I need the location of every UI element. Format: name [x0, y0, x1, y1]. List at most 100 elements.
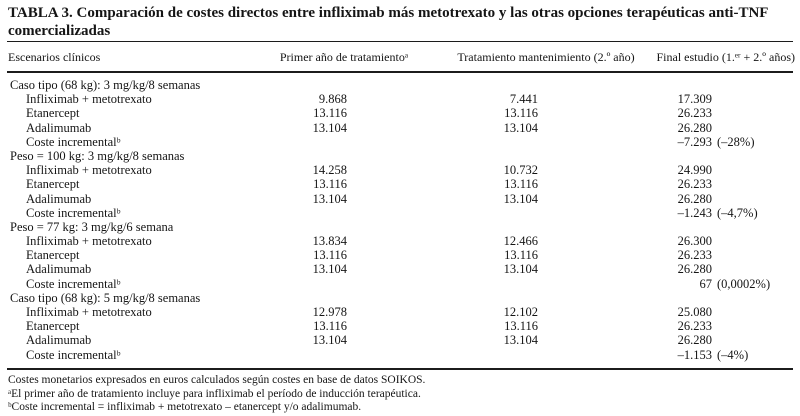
cost-final: 26.280	[677, 120, 712, 135]
cost-maintenance: 10.732	[503, 163, 538, 178]
incremental-cell: –1.243 (–4,7%)	[592, 205, 758, 220]
therapy-row: Etanercept 13.116 13.116 26.233	[0, 177, 800, 191]
scenario-section-row: Caso tipo (68 kg): 3 mg/kg/8 semanas	[0, 78, 800, 92]
cost-maintenance: 12.466	[503, 234, 538, 249]
cost-maintenance: 7.441	[509, 92, 538, 107]
therapy-label: Infliximab + metotrexato	[26, 92, 152, 107]
table-title: TABLA 3. Comparación de costes directos …	[8, 5, 768, 39]
incremental-cell: –7.293 (–28%)	[592, 134, 755, 149]
cost-first-year: 13.104	[312, 333, 347, 348]
cost-final: 17.309	[677, 92, 712, 107]
therapy-label: Infliximab + metotrexato	[26, 163, 152, 178]
incremental-pct: (–4%)	[717, 347, 749, 362]
incremental-row: Coste incrementalᵇ 67 (0,0002%)	[0, 277, 800, 291]
scenario-section-row: Peso = 100 kg: 3 mg/kg/8 semanas	[0, 149, 800, 163]
cost-maintenance: 13.104	[503, 191, 538, 206]
cost-first-year: 13.104	[312, 120, 347, 135]
therapy-row: Infliximab + metotrexato 14.258 10.732 24.9…	[0, 163, 800, 177]
cost-maintenance: 13.104	[503, 262, 538, 277]
therapy-label: Adalimumab	[26, 333, 92, 348]
incremental-value: –1.153	[677, 347, 712, 362]
footnote-general: Costes monetarios expresados en euros ca…	[8, 374, 426, 386]
therapy-label: Adalimumab	[26, 120, 92, 135]
therapy-label: Infliximab + metotrexato	[26, 234, 152, 249]
col-header-mantenimiento: Tratamiento mantenimiento (2.º año)	[457, 50, 635, 64]
therapy-row: Etanercept 13.116 13.116 26.233	[0, 319, 800, 333]
therapy-label: Etanercept	[26, 248, 80, 263]
col-header-final-estudio: Final estudio (1.ᵉʳ + 2.º años)	[656, 50, 796, 64]
therapy-row: Adalimumab 13.104 13.104 26.280	[0, 333, 800, 347]
cost-first-year: 9.868	[318, 92, 347, 107]
cost-maintenance: 12.102	[503, 305, 538, 319]
scenario-section-row: Peso = 77 kg: 3 mg/kg/6 semana	[0, 220, 800, 234]
scenario-section-label: Caso tipo (68 kg): 5 mg/kg/8 semanas	[10, 290, 201, 305]
scenario-section-label: Peso = 100 kg: 3 mg/kg/8 semanas	[10, 148, 185, 163]
rule-under-title	[7, 41, 793, 42]
therapy-row: Etanercept 13.116 13.116 26.233	[0, 248, 800, 262]
incremental-label: Coste incrementalᵇ	[26, 347, 121, 362]
cost-first-year: 13.834	[312, 234, 347, 249]
incremental-pct: (–28%)	[717, 134, 755, 149]
incremental-row: Coste incrementalᵇ –1.243 (–4,7%)	[0, 206, 800, 220]
therapy-label: Adalimumab	[26, 191, 92, 206]
cost-final: 26.280	[677, 333, 712, 348]
footnote-a: ᵃEl primer año de tratamiento incluye pa…	[8, 387, 421, 400]
scenario-section-label: Caso tipo (68 kg): 3 mg/kg/8 semanas	[10, 78, 201, 92]
therapy-label: Etanercept	[26, 177, 80, 192]
incremental-row: Coste incrementalᵇ –7.293 (–28%)	[0, 135, 800, 149]
incremental-value: –7.293	[677, 134, 712, 149]
cost-first-year: 13.104	[312, 262, 347, 277]
therapy-row: Etanercept 13.116 13.116 26.233	[0, 106, 800, 120]
cost-first-year: 13.116	[313, 319, 347, 334]
cost-final: 24.990	[677, 163, 712, 178]
cost-final: 26.233	[677, 248, 712, 263]
therapy-row: Infliximab + metotrexato 9.868 7.441 17.309	[0, 92, 800, 106]
cost-first-year: 13.104	[312, 191, 347, 206]
incremental-label: Coste incrementalᵇ	[26, 205, 121, 220]
cost-maintenance: 13.104	[503, 120, 538, 135]
col-header-primer-ano: Primer año de tratamientoᵃ	[279, 50, 409, 64]
col-header-escenarios: Escenarios clínicos	[8, 50, 101, 64]
footnote-b: ᵇCoste incremental = infliximab + metotr…	[8, 401, 362, 413]
therapy-row: Adalimumab 13.104 13.104 26.280	[0, 192, 800, 206]
cost-first-year: 13.116	[313, 106, 347, 121]
cost-final: 25.080	[677, 305, 712, 319]
therapy-label: Infliximab + metotrexato	[26, 305, 152, 319]
cost-maintenance: 13.104	[503, 333, 538, 348]
footnotes: Costes monetarios expresados en euros ca…	[8, 374, 794, 415]
incremental-cell: 67 (0,0002%)	[592, 276, 771, 291]
therapy-row: Adalimumab 13.104 13.104 26.280	[0, 121, 800, 135]
therapy-row: Infliximab + metotrexato 13.834 12.466 26.3…	[0, 234, 800, 248]
cost-first-year: 12.978	[312, 305, 347, 319]
rule-under-header	[7, 71, 793, 73]
incremental-value: –1.243	[677, 205, 712, 220]
cost-first-year: 13.116	[313, 248, 347, 263]
therapy-row: Infliximab + metotrexato 12.978 12.102 25.0…	[0, 305, 800, 319]
incremental-value: 67	[699, 276, 713, 291]
rule-bottom	[7, 368, 793, 370]
scenario-section-label: Peso = 77 kg: 3 mg/kg/6 semana	[10, 219, 174, 234]
cost-final: 26.280	[677, 191, 712, 206]
therapy-label: Etanercept	[26, 106, 80, 121]
cost-final: 26.233	[677, 177, 712, 192]
cost-maintenance: 13.116	[504, 106, 538, 121]
cost-final: 26.233	[677, 106, 712, 121]
incremental-label: Coste incrementalᵇ	[26, 134, 121, 149]
cost-first-year: 13.116	[313, 177, 347, 192]
incremental-pct: (–4,7%)	[717, 205, 758, 220]
incremental-label: Coste incrementalᵇ	[26, 276, 121, 291]
cost-final: 26.280	[677, 262, 712, 277]
cost-maintenance: 13.116	[504, 248, 538, 263]
cost-maintenance: 13.116	[504, 177, 538, 192]
therapy-label: Adalimumab	[26, 262, 92, 277]
incremental-pct: (0,0002%)	[717, 276, 771, 291]
cost-final: 26.233	[677, 319, 712, 334]
cost-maintenance: 13.116	[504, 319, 538, 334]
incremental-row: Coste incrementalᵇ –1.153 (–4%)	[0, 348, 800, 362]
table-body: Caso tipo (68 kg): 3 mg/kg/8 semanas Infl…	[0, 78, 800, 362]
cost-first-year: 14.258	[312, 163, 347, 178]
therapy-row: Adalimumab 13.104 13.104 26.280	[0, 262, 800, 276]
scenario-section-row: Caso tipo (68 kg): 5 mg/kg/8 semanas	[0, 291, 800, 305]
cost-final: 26.300	[677, 234, 712, 249]
